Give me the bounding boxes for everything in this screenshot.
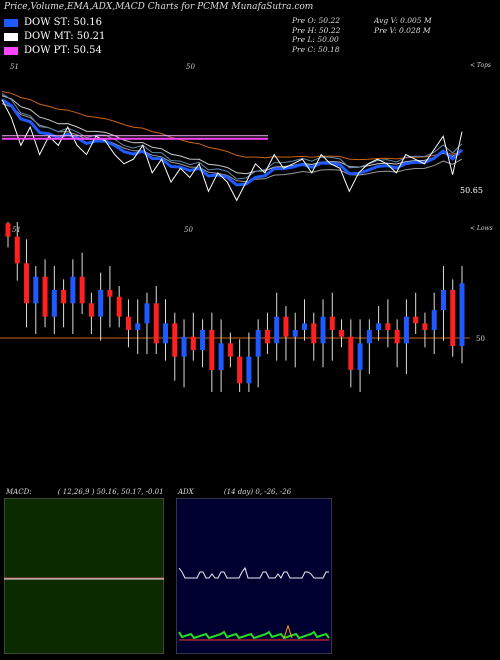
legend-dow-mt: DOW MT: 50.21 <box>4 31 105 42</box>
candle-body <box>459 283 465 346</box>
prev-open: Pre O: 50.22 <box>292 16 340 25</box>
candle-body <box>227 343 233 357</box>
candle-body <box>14 236 20 264</box>
adx-values: (14 day) 0, -26, -26 <box>223 488 292 496</box>
macd-background <box>4 498 164 654</box>
macd-panel <box>4 498 164 654</box>
chart-title: Price,Volume,EMA,ADX,MACD Charts for PCM… <box>4 2 314 12</box>
price-chart: 51 50 < Tops 50.65 <box>1 62 491 202</box>
lows-label: < Lows <box>470 225 493 232</box>
candle-body <box>283 316 289 337</box>
candle-body <box>320 316 326 344</box>
candle-body <box>107 290 113 297</box>
candle-body <box>431 310 437 330</box>
legend-label-mt: DOW MT: 50.21 <box>24 31 106 42</box>
candle-body <box>172 323 178 357</box>
candle-body <box>181 336 187 357</box>
candle-body <box>422 323 428 330</box>
candle-body <box>24 263 30 304</box>
candle-body <box>246 356 252 384</box>
dow-mt-line <box>1 93 463 180</box>
candle-body <box>42 276 48 317</box>
adx-label: ADX (14 day) 0, -26, -26 <box>178 488 291 496</box>
legend-swatch-mt <box>4 32 18 41</box>
prev-high: Pre H: 50.22 <box>292 25 341 35</box>
candle-body <box>163 323 169 344</box>
candle-body <box>153 303 159 344</box>
candle-body <box>413 316 419 324</box>
price-tick-50: 50 <box>186 63 195 71</box>
legend-swatch-pt <box>4 46 18 55</box>
candle-body <box>33 276 39 304</box>
candle-body <box>190 336 196 350</box>
candle-body <box>357 343 363 370</box>
candle-body <box>51 290 57 317</box>
candle-tick-51: 51 <box>12 226 21 234</box>
candle-body <box>135 323 141 330</box>
candle-body <box>144 303 150 324</box>
candle-body <box>403 316 409 344</box>
candle-body <box>98 290 104 317</box>
candle-body <box>311 323 317 344</box>
macd-label: MACD: ( 12,26,9 ) 50.16, 50.17, -0.01 <box>6 488 164 496</box>
candle-right-50: 50 <box>476 335 485 343</box>
tops-label: < Tops <box>470 62 491 69</box>
candle-body <box>237 356 243 384</box>
candle-body <box>329 316 335 330</box>
legend-swatch-st <box>4 18 18 27</box>
candle-body <box>79 276 85 304</box>
candle-body <box>61 290 67 304</box>
candle-body <box>440 290 446 310</box>
legend-label-pt: DOW PT: 50.54 <box>24 45 102 56</box>
candle-body <box>264 330 270 344</box>
close-price-line <box>1 99 463 202</box>
legend-dow-pt: DOW PT: 50.54 <box>4 45 102 56</box>
macd-values: ( 12,26,9 ) 50.16, 50.17, -0.01 <box>57 488 164 496</box>
candle-body <box>292 330 298 337</box>
candle-body <box>385 323 391 330</box>
candle-body <box>376 323 382 330</box>
candle-chart: 51 50 < Lows 50 <box>0 222 493 392</box>
candle-body <box>218 343 224 370</box>
prev-close: Pre C: 50.18 <box>292 44 340 54</box>
candle-body <box>274 316 280 344</box>
adx-label-name: ADX <box>178 488 194 496</box>
prev-low: Pre L: 50.00 <box>292 35 339 44</box>
macd-label-name: MACD: <box>6 488 32 496</box>
candle-body <box>116 296 122 317</box>
candle-body <box>366 330 372 344</box>
candle-tick-50: 50 <box>184 226 193 234</box>
candle-body <box>255 330 261 357</box>
candle-body <box>200 330 206 350</box>
candle-body <box>70 276 76 304</box>
candle-body <box>5 223 11 237</box>
avg-volume: Avg V: 0.005 M <box>374 16 432 25</box>
di-plus-line <box>178 630 330 640</box>
adx-panel <box>176 498 332 654</box>
price-tick-51: 51 <box>10 63 19 71</box>
candle-body <box>88 303 94 317</box>
pre-volume: Pre V: 0.028 M <box>374 25 431 35</box>
last-price-label: 50.65 <box>460 186 483 195</box>
prev-ohlc: Pre O: 50.22 Pre H: 50.22 Pre L: 50.00 P… <box>292 16 340 54</box>
candle-body <box>209 330 215 370</box>
candle-body <box>348 336 354 370</box>
legend-dow-st: DOW ST: 50.16 <box>4 17 102 28</box>
adx-line <box>178 566 329 579</box>
candle-body <box>301 323 307 330</box>
candle-body <box>450 290 456 346</box>
adx-background <box>176 498 332 654</box>
candle-body <box>339 330 345 337</box>
candle-body <box>394 330 400 344</box>
legend-label-st: DOW ST: 50.16 <box>24 17 103 28</box>
adx-spike <box>283 624 293 639</box>
candle-body <box>125 316 131 330</box>
prev-volume: Avg V: 0.005 M Pre V: 0.028 M <box>374 16 432 35</box>
ema-long-line <box>1 91 463 161</box>
